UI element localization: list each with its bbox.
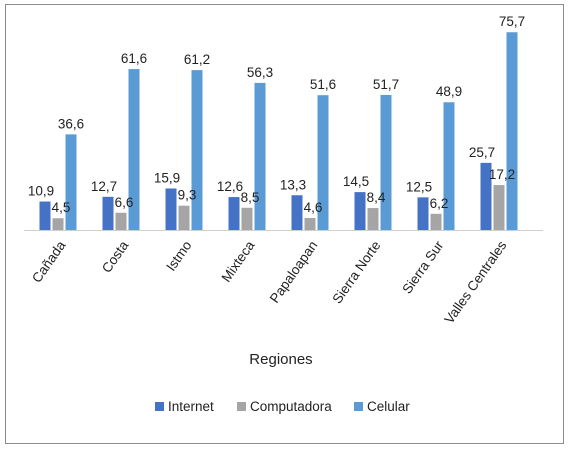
bar-computadora-7 xyxy=(493,185,505,230)
value-label-computadora-5: 8,4 xyxy=(367,190,386,205)
bar-celular-6 xyxy=(443,102,455,230)
bar-celular-5 xyxy=(380,94,392,230)
legend-swatch-internet xyxy=(155,402,164,411)
legend-label-celular: Celular xyxy=(367,399,410,414)
value-label-internet-2: 15,9 xyxy=(154,170,180,185)
category-label-5: Sierra Norte xyxy=(329,238,383,306)
value-label-computadora-0: 4,5 xyxy=(52,200,71,215)
value-label-computadora-6: 6,2 xyxy=(430,196,449,211)
bar-internet-1 xyxy=(102,196,114,230)
value-label-celular-6: 48,9 xyxy=(436,84,462,99)
legend: Internet Computadora Celular xyxy=(155,399,410,414)
category-label-7: Valles Centrales xyxy=(441,238,509,327)
bar-internet-7 xyxy=(480,162,492,230)
bar-celular-2 xyxy=(191,70,203,231)
bar-computadora-3 xyxy=(241,207,253,230)
category-label-6: Sierra Sur xyxy=(399,238,446,297)
value-label-celular-5: 51,7 xyxy=(373,77,399,92)
value-label-computadora-2: 9,3 xyxy=(178,188,197,203)
value-label-internet-4: 13,3 xyxy=(280,177,306,192)
value-label-internet-1: 12,7 xyxy=(91,179,117,194)
legend-label-internet: Internet xyxy=(168,399,214,414)
category-label-1: Costa xyxy=(99,238,132,276)
value-labels-layer: 10,94,5 36,6 12,76,6 61,6 15,9 9,3 61,2 12,68,5… xyxy=(28,14,525,215)
bar-celular-3 xyxy=(254,82,266,230)
x-axis-title: Regiones xyxy=(249,351,312,368)
category-label-0: Cañada xyxy=(29,238,69,286)
value-label-computadora-1: 6,6 xyxy=(115,195,134,210)
value-label-internet-5: 14,5 xyxy=(343,174,369,189)
bar-internet-2 xyxy=(165,188,177,230)
category-label-3: Mixteca xyxy=(218,238,257,285)
value-label-celular-0: 36,6 xyxy=(58,116,84,131)
value-label-celular-7: 75,7 xyxy=(499,14,525,29)
bar-celular-0 xyxy=(65,134,77,230)
bar-computadora-4 xyxy=(304,217,316,230)
value-label-computadora-7: 17,2 xyxy=(489,167,515,182)
category-labels-layer: Cañada Costa Istmo Mixteca Papaloapan Sierra … xyxy=(29,238,510,327)
bar-computadora-5 xyxy=(367,208,379,230)
value-label-internet-3: 12,6 xyxy=(217,179,243,194)
chart-frame xyxy=(5,4,564,444)
bar-celular-1 xyxy=(128,69,140,230)
bar-internet-3 xyxy=(228,197,240,230)
bar-computadora-6 xyxy=(430,213,442,230)
value-label-celular-4: 51,6 xyxy=(310,77,336,92)
value-label-internet-7: 25,7 xyxy=(469,145,495,160)
legend-swatch-computadora xyxy=(237,402,246,411)
bar-computadora-1 xyxy=(115,212,127,230)
bar-internet-5 xyxy=(354,192,366,230)
value-label-internet-0: 10,9 xyxy=(28,184,54,199)
bar-internet-0 xyxy=(39,201,51,230)
bar-internet-6 xyxy=(417,197,429,230)
legend-label-computadora: Computadora xyxy=(250,399,332,414)
value-label-celular-1: 61,6 xyxy=(121,51,147,66)
bar-celular-7 xyxy=(506,32,518,230)
value-label-celular-2: 61,2 xyxy=(184,52,210,67)
bar-internet-4 xyxy=(291,195,303,230)
value-label-celular-3: 56,3 xyxy=(247,65,273,80)
bar-computadora-2 xyxy=(178,205,190,230)
category-label-2: Istmo xyxy=(163,238,194,274)
bars-layer xyxy=(39,32,518,231)
bar-computadora-0 xyxy=(52,218,64,230)
value-label-internet-6: 12,5 xyxy=(406,179,432,194)
value-label-computadora-4: 4,6 xyxy=(304,200,323,215)
value-label-computadora-3: 8,5 xyxy=(241,190,260,205)
legend-swatch-celular xyxy=(354,402,363,411)
bar-celular-4 xyxy=(317,95,329,230)
category-label-4: Papaloapan xyxy=(267,238,321,306)
